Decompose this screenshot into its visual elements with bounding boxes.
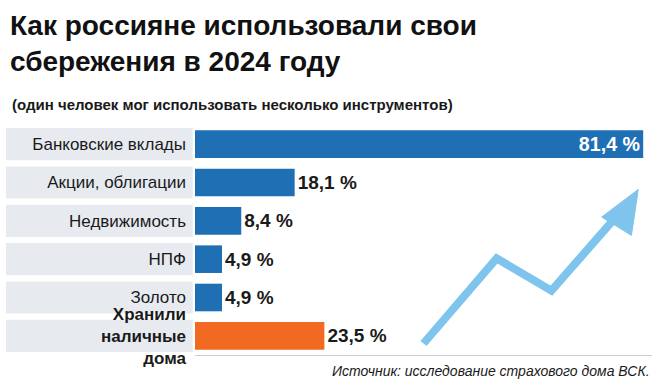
svg-text:8,4 %: 8,4 % (244, 210, 293, 231)
svg-text:(один человек мог использовать: (один человек мог использовать несколько… (12, 96, 453, 113)
svg-text:Банковские вклады: Банковские вклады (32, 135, 186, 154)
svg-text:18,1 %: 18,1 % (298, 172, 357, 193)
svg-text:Как россияне использовали свои: Как россияне использовали своисбережения… (10, 10, 477, 77)
svg-text:81,4 %: 81,4 % (579, 133, 640, 155)
svg-text:Источник: исследование страхов: Источник: исследование страхового дома В… (332, 363, 650, 379)
svg-text:НПФ: НПФ (149, 250, 186, 269)
svg-text:Хранилиналичныедома: Хранилиналичныедома (101, 305, 187, 368)
svg-text:Акции, облигации: Акции, облигации (47, 173, 186, 192)
svg-text:Золото: Золото (130, 288, 186, 307)
svg-text:Недвижимость: Недвижимость (69, 212, 186, 231)
svg-text:4,9 %: 4,9 % (225, 287, 274, 308)
svg-text:4,9 %: 4,9 % (225, 249, 274, 270)
svg-text:23,5 %: 23,5 % (327, 325, 386, 346)
